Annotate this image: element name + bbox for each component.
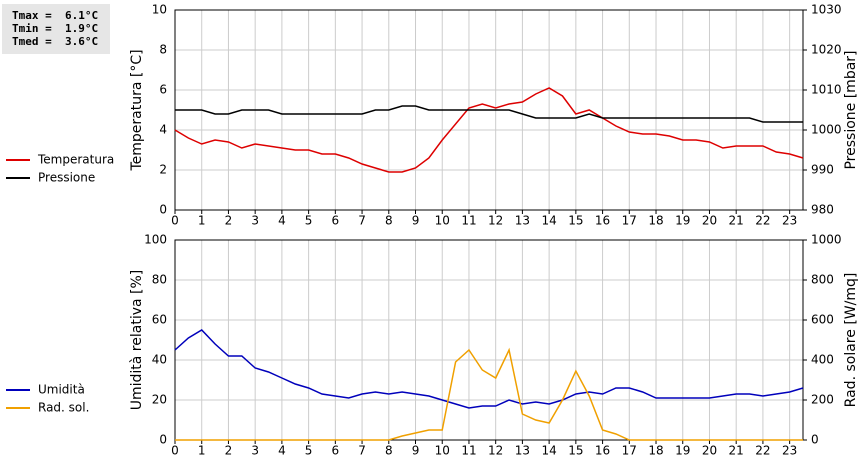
y-tick-label: 60 [152,313,167,327]
x-tick-label: 10 [435,444,450,458]
y-tick-label: 0 [159,203,167,217]
series-line [175,347,803,441]
x-tick-label: 2 [225,214,233,228]
plot-frame [174,239,804,441]
x-tick-label: 15 [568,444,583,458]
y2-tick-label: 200 [811,393,834,407]
stats-box [2,4,110,54]
x-tick-label: 22 [755,444,770,458]
y2-tick-label: 0 [811,433,819,447]
y-tick-label: 20 [152,393,167,407]
stat-label: Tmed = 3.6°C [12,35,98,48]
x-tick-label: 1 [198,444,206,458]
x-tick-label: 4 [278,444,286,458]
x-tick-label: 0 [171,444,179,458]
y2-tick-label: 990 [811,163,834,177]
x-tick-label: 4 [278,214,286,228]
y-tick-label: 0 [159,433,167,447]
series-line [174,87,804,173]
x-tick-label: 21 [729,444,744,458]
x-tick-label: 0 [171,214,179,228]
y2-tick-label: 800 [811,273,834,287]
x-tick-label: 9 [412,444,420,458]
stat-label: Tmax = 6.1°C [12,9,98,22]
x-tick-label: 13 [515,214,530,228]
x-tick-label: 17 [622,214,637,228]
x-tick-label: 2 [225,444,233,458]
x-tick-label: 8 [385,444,393,458]
x-tick-label: 5 [305,444,313,458]
x-tick-label: 3 [251,444,259,458]
x-tick-label: 16 [595,444,610,458]
y2-tick-label: 400 [811,353,834,367]
x-tick-label: 15 [568,214,583,228]
x-tick-label: 23 [782,444,797,458]
x-tick-label: 21 [729,214,744,228]
x-tick-label: 5 [305,214,313,228]
y-tick-label: 10 [152,3,167,17]
y2-tick-label: 980 [811,203,834,217]
y2-tick-label: 1000 [811,233,842,247]
x-tick-label: 9 [412,214,420,228]
y2-tick-label: 1000 [811,123,842,137]
series-line [175,105,803,123]
x-tick-label: 8 [385,214,393,228]
x-tick-label: 12 [488,214,503,228]
y-tick-label: 4 [159,123,167,137]
x-tick-label: 20 [702,214,717,228]
series-line [174,329,804,409]
x-tick-label: 20 [702,444,717,458]
y2-tick-label: 1030 [811,3,842,17]
x-tick-label: 17 [622,444,637,458]
stat-label: Tmin = 1.9°C [12,22,98,35]
y2-tick-label: 1010 [811,83,842,97]
x-tick-label: 18 [648,214,663,228]
x-tick-label: 22 [755,214,770,228]
y-tick-label: 6 [159,83,167,97]
x-tick-label: 23 [782,214,797,228]
x-tick-label: 3 [251,214,259,228]
x-tick-label: 14 [541,444,556,458]
x-tick-label: 6 [332,444,340,458]
x-tick-label: 10 [435,214,450,228]
y-tick-label: 8 [159,43,167,57]
y-tick-label: 2 [159,163,167,177]
y-axis-title: Umidità relativa [%] [129,270,145,411]
x-tick-label: 19 [675,444,690,458]
legend-label: Pressione [38,171,95,185]
x-tick-label: 11 [461,444,476,458]
x-tick-label: 7 [358,214,366,228]
y2-tick-label: 1020 [811,43,842,57]
x-tick-label: 14 [541,214,556,228]
legend-label: Umidità [38,383,85,397]
x-tick-label: 19 [675,214,690,228]
x-tick-label: 13 [515,444,530,458]
x-tick-label: 11 [461,214,476,228]
y-tick-label: 40 [152,353,167,367]
y2-axis-title: Pressione [mbar] [843,50,859,169]
x-tick-label: 1 [198,214,206,228]
y2-tick-label: 600 [811,313,834,327]
legend-label: Rad. sol. [38,401,89,415]
x-tick-label: 12 [488,444,503,458]
x-tick-label: 16 [595,214,610,228]
y-tick-label: 100 [144,233,167,247]
y2-axis-title: Rad. solare [W/mq] [843,273,859,408]
x-tick-label: 18 [648,444,663,458]
x-tick-label: 7 [358,444,366,458]
y-axis-title: Temperatura [°C] [129,49,145,171]
x-tick-label: 6 [332,214,340,228]
y-tick-label: 80 [152,273,167,287]
legend-label: Temperatura [37,153,114,167]
